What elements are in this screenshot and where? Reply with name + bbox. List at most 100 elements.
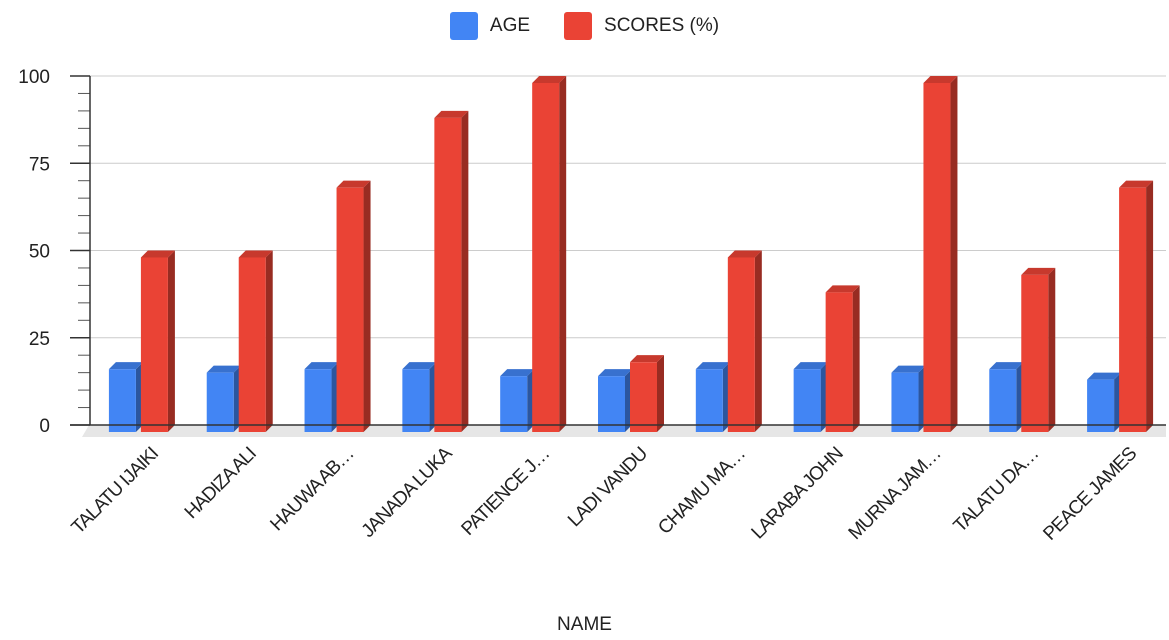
bar-side — [461, 110, 469, 432]
bar-front — [434, 117, 462, 432]
bar-front — [1021, 274, 1049, 432]
legend-item-age[interactable]: AGE — [449, 12, 531, 40]
bar-front — [598, 376, 625, 432]
bar-side — [754, 250, 762, 432]
x-tick-label: LARABA JOHN — [748, 443, 848, 543]
legend-swatch-age — [449, 12, 478, 40]
bar-front — [630, 362, 657, 432]
bar-top — [434, 110, 469, 118]
bar-age — [1087, 372, 1122, 432]
bar-front — [1119, 187, 1147, 432]
y-tick-label: 0 — [39, 416, 50, 437]
bar-age — [598, 369, 632, 432]
bar-front — [336, 187, 364, 432]
y-tick-label: 75 — [29, 154, 50, 175]
x-tick-label: HADIZA ALI — [181, 444, 260, 523]
bar-top — [923, 75, 958, 83]
bar-front — [238, 257, 266, 432]
bar-age — [402, 362, 437, 432]
bar-front — [206, 372, 234, 432]
bar-side — [1048, 267, 1056, 432]
bar-side — [950, 75, 958, 432]
bar-front — [402, 369, 430, 432]
bar-side — [852, 285, 860, 432]
bar-front — [532, 82, 560, 432]
bar-front — [695, 369, 723, 432]
bar-front — [1087, 379, 1115, 432]
bar-top — [1021, 267, 1056, 275]
bar-top — [793, 362, 828, 370]
bar-top — [727, 250, 762, 258]
bar-front — [923, 82, 951, 432]
bar-age — [891, 365, 926, 432]
bar-age — [500, 369, 535, 432]
bar-scores — [336, 180, 371, 432]
legend-item-scores[interactable]: SCORES (%) — [564, 12, 719, 40]
bar-scores — [434, 110, 469, 432]
x-tick-label: TALATU IJAIKI — [68, 444, 163, 539]
bar-top — [825, 285, 860, 293]
bar-front — [140, 257, 168, 432]
bar-top — [630, 355, 664, 363]
bar-top — [989, 362, 1024, 370]
bar-front — [108, 369, 136, 432]
bar-side — [363, 180, 371, 432]
bar-age — [304, 362, 339, 432]
bar-scores — [532, 75, 567, 432]
y-tick-label: 25 — [29, 329, 50, 350]
bar-front — [891, 372, 919, 432]
bar-top — [500, 369, 535, 377]
bar-top — [304, 362, 339, 370]
bar-scores — [825, 285, 860, 432]
bar-scores — [1119, 180, 1154, 432]
bar-top — [891, 365, 926, 373]
bar-scores — [238, 250, 273, 432]
x-tick-label: HAUWA AB… — [266, 444, 358, 536]
bar-scores — [140, 250, 175, 432]
x-tick-label: JANADA LUKA — [358, 443, 457, 542]
legend-swatch-scores — [564, 12, 593, 40]
x-tick-label: LADI VANDU — [564, 443, 652, 531]
bar-top — [402, 362, 437, 370]
bar-side — [265, 250, 273, 432]
bar-front — [825, 292, 853, 432]
bar-scores — [923, 75, 958, 432]
bar-scores — [727, 250, 762, 432]
x-tick-label: PATIENCE J… — [458, 444, 554, 540]
bar-top — [108, 362, 143, 370]
x-axis-title: NAME — [557, 614, 612, 635]
y-tick-label: 100 — [18, 67, 50, 88]
bar-top — [598, 369, 632, 377]
bar-top — [140, 250, 175, 258]
bar-top — [695, 362, 730, 370]
bar-side — [657, 355, 664, 432]
x-tick-label: MURNA JAM… — [845, 444, 945, 544]
chart-legend: AGE SCORES (%) — [0, 12, 1169, 40]
bar-top — [238, 250, 273, 258]
bar-front — [989, 369, 1017, 432]
bar-side — [559, 75, 567, 432]
bar-top — [336, 180, 371, 188]
bar-front — [500, 376, 528, 432]
bar-top — [206, 365, 241, 373]
bar-front — [304, 369, 332, 432]
bar-side — [167, 250, 175, 432]
legend-label-age: AGE — [489, 15, 531, 36]
y-tick-label: 50 — [29, 242, 50, 263]
bar-scores — [1021, 267, 1056, 432]
bar-age — [989, 362, 1024, 432]
bar-age — [695, 362, 730, 432]
bar-top — [1087, 372, 1122, 380]
bar-side — [1146, 180, 1154, 432]
bar-top — [1119, 180, 1154, 188]
legend-label-scores: SCORES (%) — [604, 15, 720, 36]
bar-front — [793, 369, 821, 432]
bar-scores — [630, 355, 664, 432]
bar-front — [727, 257, 755, 432]
x-tick-label: CHAMU MA… — [654, 444, 749, 539]
bar-age — [206, 365, 241, 432]
bar-top — [532, 75, 567, 83]
bar-age — [108, 362, 143, 432]
x-tick-label: TALATU DA… — [950, 444, 1043, 537]
